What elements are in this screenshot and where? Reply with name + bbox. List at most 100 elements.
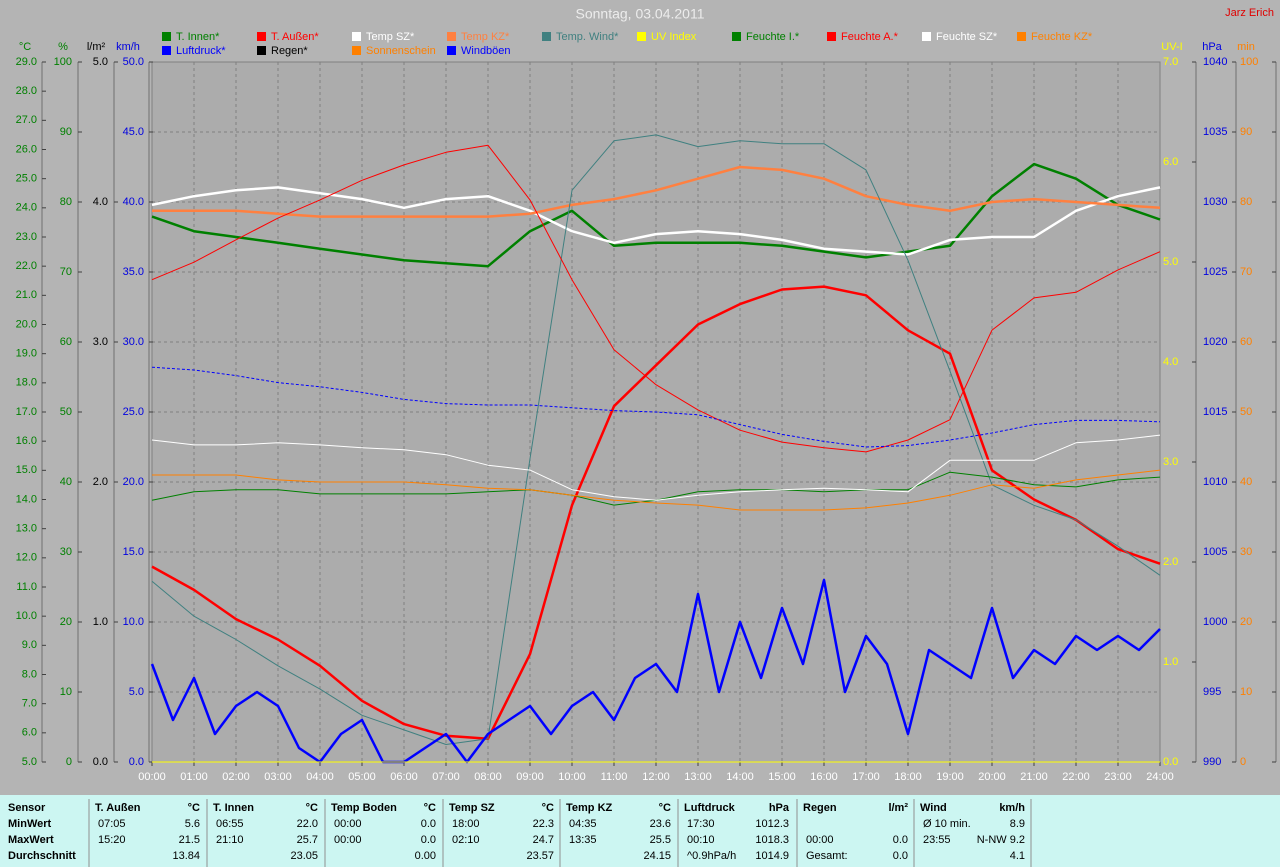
axis-label: l/m²: [87, 41, 106, 53]
y-tick-label: 50.0: [123, 56, 144, 68]
y-tick-label: 23.0: [16, 231, 37, 243]
y-tick-label: 70: [1240, 266, 1252, 278]
x-tick-label: 13:00: [684, 771, 712, 783]
row-label: MaxWert: [8, 834, 54, 846]
y-tick-label: 0.0: [1163, 756, 1178, 768]
cell-time: 00:00: [334, 834, 362, 846]
legend-swatch: [1017, 32, 1026, 41]
legend-label: Luftdruck*: [176, 45, 226, 57]
col-sensor: Temp Boden: [331, 802, 397, 814]
cell-value: 0.00: [415, 850, 436, 862]
y-tick-label: 40: [60, 476, 72, 488]
y-tick-label: 5.0: [129, 686, 144, 698]
y-tick-label: 7.0: [22, 698, 37, 710]
col-unit: hPa: [769, 802, 790, 814]
axis-label: UV-I: [1161, 41, 1182, 53]
cell-value: 24.15: [643, 850, 671, 862]
legend-swatch: [162, 46, 171, 55]
axis-label: °C: [19, 41, 31, 53]
x-tick-label: 24:00: [1146, 771, 1174, 783]
y-tick-label: 15.0: [123, 546, 144, 558]
y-tick-label: 1005: [1203, 546, 1227, 558]
series-line: [152, 165, 1161, 218]
x-tick-label: 04:00: [306, 771, 334, 783]
cell-value: 22.3: [533, 818, 554, 830]
x-tick-label: 05:00: [348, 771, 376, 783]
y-tick-label: 3.0: [1163, 456, 1178, 468]
legend-label: Feuchte A.*: [841, 31, 899, 43]
cell-value: 22.0: [297, 818, 318, 830]
col-unit: °C: [659, 802, 671, 814]
cell-time: 00:00: [334, 818, 362, 830]
legend-swatch: [827, 32, 836, 41]
y-tick-label: 1025: [1203, 266, 1227, 278]
cell-time: 23:55: [923, 834, 951, 846]
y-tick-label: 1035: [1203, 126, 1227, 138]
cell-time: 02:10: [452, 834, 480, 846]
x-tick-label: 18:00: [894, 771, 922, 783]
y-tick-label: 29.0: [16, 56, 37, 68]
col-sensor: Luftdruck: [684, 802, 736, 814]
y-tick-label: 9.0: [22, 639, 37, 651]
series-line: [151, 434, 1161, 501]
legend-label: Regen*: [271, 45, 308, 57]
axis-label: %: [58, 41, 68, 53]
y-tick-label: 990: [1203, 756, 1221, 768]
y-tick-label: 50: [60, 406, 72, 418]
y-tick-label: 18.0: [16, 377, 37, 389]
y-tick-label: 16.0: [16, 435, 37, 447]
y-tick-label: 90: [1240, 126, 1252, 138]
y-tick-label: 3.0: [93, 336, 108, 348]
axis-label: min: [1237, 41, 1255, 53]
x-tick-label: 00:00: [138, 771, 166, 783]
cell-time: Gesamt:: [806, 850, 848, 862]
axis-label: km/h: [116, 41, 140, 53]
y-tick-label: 0.0: [93, 756, 108, 768]
y-tick-label: 10.0: [16, 610, 37, 622]
col-sensor: T. Innen: [213, 802, 254, 814]
col-sensor: T. Außen: [95, 802, 141, 814]
legend-swatch: [447, 46, 456, 55]
y-tick-label: 35.0: [123, 266, 144, 278]
y-tick-label: 13.0: [16, 523, 37, 535]
y-tick-label: 25.0: [16, 173, 37, 185]
col-unit: °C: [424, 802, 436, 814]
y-tick-label: 100: [54, 56, 72, 68]
cell-time: 04:35: [569, 818, 597, 830]
cell-value: 0.0: [421, 834, 436, 846]
y-tick-label: 8.0: [22, 668, 37, 680]
row-label: Durchschnitt: [8, 850, 76, 862]
y-tick-label: 15.0: [16, 464, 37, 476]
y-tick-label: 1000: [1203, 616, 1227, 628]
cell-time: 17:30: [687, 818, 715, 830]
cell-time: 15:20: [98, 834, 126, 846]
y-tick-label: 19.0: [16, 348, 37, 360]
col-unit: km/h: [999, 802, 1025, 814]
cell-value: 23.6: [650, 818, 671, 830]
series-line: [151, 186, 1161, 256]
y-tick-label: 5.0: [22, 756, 37, 768]
y-tick-label: 30: [1240, 546, 1252, 558]
legend-label: Feuchte I.*: [746, 31, 800, 43]
y-tick-label: 0.0: [129, 756, 144, 768]
legend-swatch: [447, 32, 456, 41]
x-tick-label: 09:00: [516, 771, 544, 783]
cell-value: 0.0: [893, 850, 908, 862]
y-tick-label: 6.0: [22, 727, 37, 739]
legend-swatch: [922, 32, 931, 41]
x-tick-label: 15:00: [768, 771, 796, 783]
x-tick-label: 17:00: [852, 771, 880, 783]
cell-value: N-NW 9.2: [977, 834, 1025, 846]
y-tick-label: 10: [60, 686, 72, 698]
cell-time: Ø 10 min.: [923, 818, 971, 830]
y-tick-label: 10: [1240, 686, 1252, 698]
col-unit: °C: [306, 802, 318, 814]
col-sensor: Temp KZ: [566, 802, 613, 814]
y-tick-label: 20: [60, 616, 72, 628]
row-label: MinWert: [8, 818, 52, 830]
cell-value: 1018.3: [755, 834, 789, 846]
y-tick-label: 20.0: [16, 318, 37, 330]
y-tick-label: 7.0: [1163, 56, 1178, 68]
y-tick-label: 10.0: [123, 616, 144, 628]
